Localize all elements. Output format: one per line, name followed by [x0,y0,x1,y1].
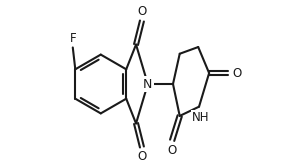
Text: NH: NH [192,111,209,124]
Text: O: O [137,150,147,163]
Text: O: O [137,5,147,18]
Text: O: O [168,144,177,157]
Text: N: N [143,77,153,91]
Text: O: O [233,67,242,80]
Text: F: F [70,32,76,45]
